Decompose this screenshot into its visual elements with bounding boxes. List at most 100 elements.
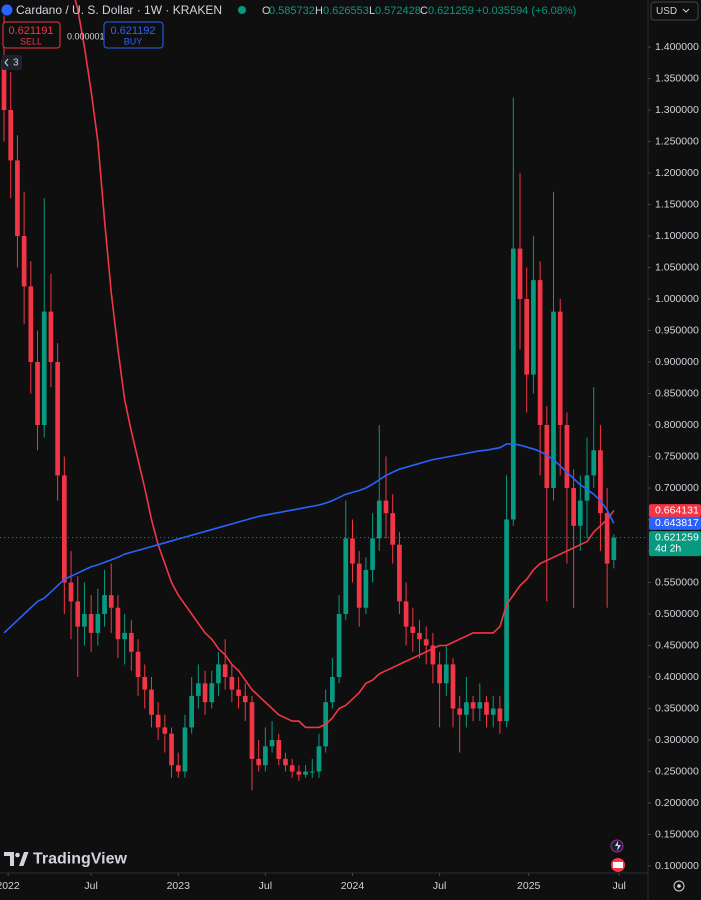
y-tick-label: 1.150000: [655, 198, 699, 210]
candle-body: [564, 425, 570, 489]
price-tag-label: 0.621259: [655, 531, 699, 543]
y-tick-label: 1.000000: [655, 293, 699, 305]
y-tick-label: 1.200000: [655, 167, 699, 179]
y-tick-label: 1.300000: [655, 104, 699, 116]
y-tick-label: 1.350000: [655, 72, 699, 84]
brand[interactable]: TradingView: [33, 851, 128, 868]
y-tick-label: 0.250000: [655, 765, 699, 777]
candle-body: [504, 519, 509, 722]
candle-body: [68, 582, 74, 602]
price-tag-label: 0.643817: [655, 517, 699, 529]
y-tick-label: 1.250000: [655, 135, 699, 147]
y-tick-label: 0.500000: [655, 608, 699, 620]
sell-button[interactable]: 0.621191 SELL: [2, 21, 61, 49]
chevron[interactable]: [4, 58, 9, 67]
ohlc-value: 0.621259: [428, 5, 474, 17]
candle-body: [537, 280, 543, 426]
indicator-count[interactable]: 3: [13, 58, 19, 69]
candle-body: [82, 614, 87, 627]
ohlc-label: O: [262, 5, 271, 17]
candle-body: [417, 632, 422, 640]
symbol-title: Cardano / U. S. Dollar · 1W · KRAKEN: [16, 3, 222, 17]
alert-icon[interactable]: [615, 841, 621, 851]
y-tick-label: 0.100000: [655, 860, 699, 872]
candle-body: [309, 771, 315, 773]
currency[interactable]: USD: [656, 6, 677, 17]
buy-label[interactable]: BUY: [124, 36, 143, 46]
spread: 0.000001: [67, 31, 105, 41]
ohlc-label: C: [420, 5, 428, 17]
candle-body: [296, 771, 302, 775]
candle-body: [149, 689, 154, 715]
candle-body: [477, 702, 483, 709]
x-tick-label: Jul: [433, 880, 446, 892]
indicator-toggle[interactable]: 3: [2, 55, 22, 70]
tradingview-logo[interactable]: TradingView: [4, 851, 128, 868]
candle-body: [182, 727, 188, 772]
currency-box[interactable]: [650, 1, 699, 21]
x-tick-label: 2023: [167, 880, 191, 892]
candle-body: [122, 632, 127, 640]
y-tick-label: 0.550000: [655, 576, 699, 588]
ohlc-label: H: [315, 5, 323, 17]
candle-body: [263, 746, 268, 766]
candle-body: [202, 683, 208, 703]
y-tick-label: 0.850000: [655, 387, 699, 399]
candle-body: [410, 626, 416, 633]
y-tick-label: 0.150000: [655, 828, 699, 840]
candle-body: [1, 59, 7, 110]
candle-body: [276, 740, 282, 759]
candle-body: [450, 664, 456, 709]
candle-body: [604, 513, 610, 564]
settings-icon[interactable]: [677, 884, 681, 888]
y-tick-label: 0.750000: [655, 450, 699, 462]
candle-body: [28, 286, 34, 363]
currency-select[interactable]: USD: [650, 1, 699, 21]
candle-body: [269, 740, 275, 747]
x-tick-label: 2022: [0, 880, 20, 892]
candle-body: [531, 280, 536, 375]
candle-body: [457, 708, 463, 715]
sell-box[interactable]: [2, 21, 61, 49]
logo-mark[interactable]: [19, 852, 29, 866]
settings-icon[interactable]: [673, 880, 685, 892]
candle-body: [88, 614, 94, 633]
logo-mark[interactable]: [15, 852, 20, 858]
chevron[interactable]: [682, 8, 690, 13]
logo-mark[interactable]: [4, 852, 14, 866]
indicator-box[interactable]: [2, 55, 22, 70]
candle-body: [102, 595, 107, 615]
candle-body: [397, 544, 402, 602]
candle-body: [115, 607, 121, 640]
ohlc-label: L: [369, 5, 375, 17]
price-tag: [649, 531, 701, 557]
candle-body: [336, 614, 342, 678]
buy-price[interactable]: 0.621192: [110, 25, 155, 37]
candle-body: [437, 664, 442, 684]
x-tick-label: Jul: [84, 880, 97, 892]
price-tag: [649, 504, 701, 518]
candle-body: [189, 695, 194, 728]
sell-label[interactable]: SELL: [20, 36, 42, 46]
candle-body: [490, 708, 496, 715]
moving-average: [3, 443, 615, 634]
candle-body: [21, 236, 27, 287]
buy-button[interactable]: 0.621192 BUY: [103, 21, 164, 49]
buy-box[interactable]: [103, 21, 164, 49]
candle-body: [222, 664, 228, 678]
candle-body: [376, 500, 382, 539]
candle-body: [383, 500, 389, 514]
sell-price[interactable]: 0.621191: [8, 25, 53, 37]
y-tick-label: 0.400000: [655, 671, 699, 683]
candle-body: [584, 475, 590, 501]
candle-body: [75, 601, 81, 627]
candle-body: [35, 362, 40, 426]
candle-body: [497, 708, 503, 722]
candle-body: [61, 475, 67, 583]
symbol-logo: [1, 4, 13, 16]
y-tick-label: 0.200000: [655, 797, 699, 809]
candle-body: [256, 758, 262, 766]
region-flag[interactable]: [613, 862, 623, 868]
